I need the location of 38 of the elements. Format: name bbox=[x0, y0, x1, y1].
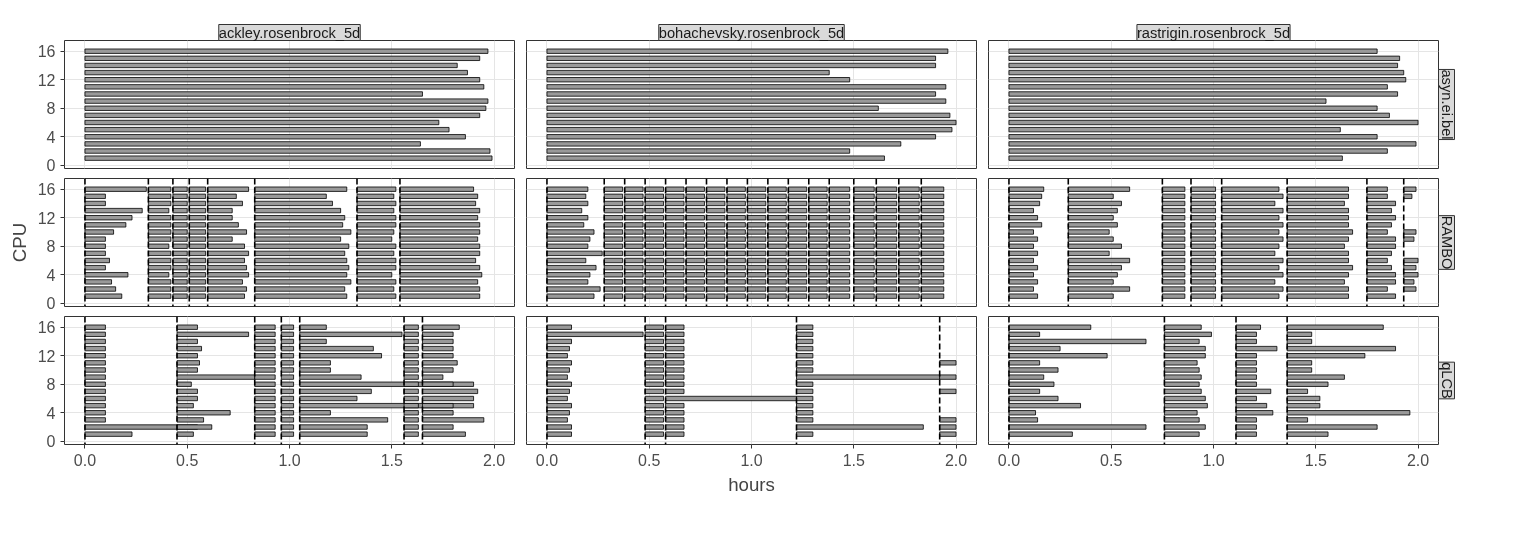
y-tick-label: 12 bbox=[37, 71, 56, 89]
x-tick-label: 2.0 bbox=[482, 451, 506, 469]
x-axis-title: hours bbox=[728, 473, 775, 495]
y-tick-label: 12 bbox=[37, 347, 56, 365]
x-tick-label: 1.5 bbox=[380, 451, 403, 469]
chart-title: ackley.rosenbrock_5d bbox=[218, 24, 361, 41]
x-tick-label: 0.0 bbox=[73, 451, 97, 469]
x-tick-label: 0.5 bbox=[176, 451, 199, 469]
x-tick-label: 1.0 bbox=[1202, 451, 1225, 469]
y-tick-label: 4 bbox=[46, 128, 56, 146]
y-tick-label: 16 bbox=[37, 181, 56, 199]
y2-axis-title: qLCB bbox=[1438, 362, 1455, 399]
y-tick-label: 8 bbox=[46, 376, 56, 394]
chart-title: rastrigin.rosenbrock_5d bbox=[1136, 24, 1291, 41]
y-tick-label: 8 bbox=[46, 238, 56, 256]
y-tick-label: 16 bbox=[37, 43, 56, 61]
y-tick-label: 4 bbox=[46, 404, 56, 422]
x-tick-label: 0.5 bbox=[638, 451, 661, 469]
y-tick-label: 12 bbox=[37, 209, 56, 227]
y2-axis-title: RAMBO bbox=[1438, 215, 1455, 270]
x-tick-label: 1.0 bbox=[740, 451, 763, 469]
x-tick-label: 2.0 bbox=[1406, 451, 1430, 469]
y-tick-label: 0 bbox=[46, 433, 56, 451]
x-tick-label: 0.5 bbox=[1100, 451, 1123, 469]
x-tick-label: 1.0 bbox=[278, 451, 301, 469]
y-tick-label: 0 bbox=[46, 157, 56, 175]
x-tick-label: 2.0 bbox=[944, 451, 968, 469]
x-tick-label: 0.0 bbox=[535, 451, 559, 469]
y-tick-label: 16 bbox=[37, 319, 56, 337]
y2-axis-title: asyn.ei.bel bbox=[1438, 69, 1455, 140]
x-tick-label: 1.5 bbox=[842, 451, 865, 469]
x-tick-label: 1.5 bbox=[1304, 451, 1327, 469]
y-tick-label: 8 bbox=[46, 100, 56, 118]
y-tick-label: 0 bbox=[46, 295, 56, 313]
chart-title: bohachevsky.rosenbrock_5d bbox=[658, 24, 845, 41]
x-tick-label: 0.0 bbox=[997, 451, 1021, 469]
y-tick-label: 4 bbox=[46, 266, 56, 284]
y-axis-title: CPU bbox=[8, 222, 30, 263]
